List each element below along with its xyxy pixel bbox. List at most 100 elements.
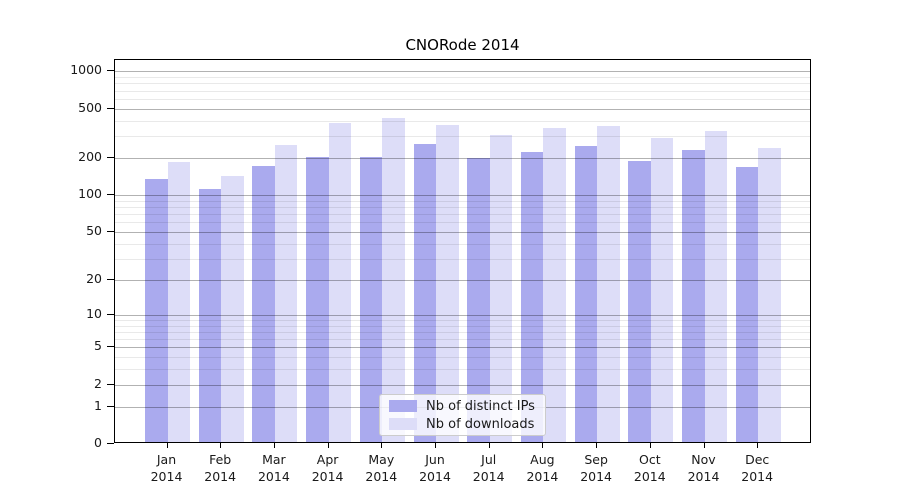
major-gridline xyxy=(115,384,810,386)
major-gridline xyxy=(115,195,810,197)
major-gridline xyxy=(115,157,810,159)
bar-downloads-aug xyxy=(543,127,566,442)
bar-ips-jun xyxy=(413,144,436,442)
legend-item-downloads: Nb of downloads xyxy=(389,417,536,432)
bar-ips-sep xyxy=(574,145,598,442)
x-axis-tick xyxy=(220,443,222,448)
minor-gridline xyxy=(115,83,810,85)
y-axis-tick-label: 20 xyxy=(86,270,102,286)
bar-downloads-apr xyxy=(328,122,352,442)
x-axis-tick-label: Jul 2014 xyxy=(472,452,505,484)
x-axis-tick-label: Jun 2014 xyxy=(419,452,451,484)
x-axis-tick-label: Nov 2014 xyxy=(687,452,720,484)
legend-label-ips: Nb of distinct IPs xyxy=(426,398,535,414)
x-axis-tick xyxy=(703,443,705,448)
y-axis-tick xyxy=(107,405,114,407)
y-axis-tick-label: 0 xyxy=(94,435,102,450)
x-axis-tick-label: May 2014 xyxy=(365,452,398,484)
y-axis-tick xyxy=(107,278,114,280)
y-axis-tick xyxy=(107,230,114,232)
x-axis-tick xyxy=(542,443,544,448)
bar-ips-jan xyxy=(145,179,168,442)
minor-gridline xyxy=(115,339,810,340)
y-axis-tick xyxy=(107,194,114,196)
y-axis-tick xyxy=(107,443,114,444)
bar-ips-apr xyxy=(306,157,329,442)
bar-ips-mar xyxy=(252,166,275,442)
x-axis-tick xyxy=(327,443,329,448)
x-axis-tick xyxy=(273,443,275,448)
bar-downloads-oct xyxy=(650,137,674,442)
y-axis-tick-label: 200 xyxy=(78,148,102,164)
major-gridline xyxy=(115,71,810,73)
x-axis-tick-label: Jan 2014 xyxy=(150,452,183,484)
bar-downloads-feb xyxy=(221,175,244,442)
minor-gridline xyxy=(115,200,810,202)
minor-gridline xyxy=(115,207,810,208)
y-axis-tick-label: 100 xyxy=(78,186,102,202)
x-axis-tick-label: Mar 2014 xyxy=(257,452,290,484)
major-gridline xyxy=(115,108,810,110)
y-axis-tick xyxy=(107,107,114,109)
major-gridline xyxy=(115,231,810,233)
minor-gridline xyxy=(115,357,810,359)
bar-downloads-mar xyxy=(274,145,298,442)
bar-ips-nov xyxy=(682,150,705,442)
y-axis-tick-label: 5 xyxy=(94,338,102,354)
y-axis-tick xyxy=(107,70,114,72)
y-axis-tick xyxy=(107,156,114,158)
x-axis-tick-label: Sep 2014 xyxy=(580,452,612,484)
x-axis-tick-label: Apr 2014 xyxy=(311,452,344,484)
legend-item-distinct-ips: Nb of distinct IPs xyxy=(389,399,536,414)
minor-gridline xyxy=(115,369,810,371)
minor-gridline xyxy=(115,77,810,78)
minor-gridline xyxy=(115,214,810,216)
minor-gridline xyxy=(115,325,810,327)
major-gridline xyxy=(115,314,810,316)
x-axis-tick-label: Oct 2014 xyxy=(633,452,666,484)
minor-gridline xyxy=(115,136,810,138)
legend: Nb of distinct IPs Nb of downloads xyxy=(379,394,546,436)
y-axis-tick-label: 50 xyxy=(86,222,102,238)
x-axis-tick xyxy=(596,443,598,448)
bar-downloads-jan xyxy=(167,161,190,442)
bar-downloads-sep xyxy=(597,126,620,442)
minor-gridline xyxy=(115,258,810,260)
y-axis-tick-label: 500 xyxy=(78,99,102,115)
x-axis-tick xyxy=(435,443,436,448)
minor-gridline xyxy=(115,319,810,321)
bar-ips-may xyxy=(359,156,383,442)
bar-downloads-jul xyxy=(489,134,513,442)
x-axis-tick xyxy=(381,443,383,448)
legend-swatch-downloads xyxy=(389,418,417,430)
bar-downloads-jun xyxy=(436,125,459,442)
x-axis-tick xyxy=(757,443,759,448)
y-axis-tick xyxy=(107,383,114,385)
x-axis-tick xyxy=(649,443,651,448)
y-axis-tick-label: 1000 xyxy=(70,62,102,78)
minor-gridline xyxy=(115,222,810,224)
minor-gridline xyxy=(115,90,810,92)
bar-ips-oct xyxy=(628,161,651,442)
chart-title: CNORode 2014 xyxy=(405,36,520,54)
major-gridline xyxy=(115,347,810,349)
bar-ips-feb xyxy=(198,189,222,442)
bar-ips-aug xyxy=(520,151,544,442)
x-axis-tick-label: Dec 2014 xyxy=(741,452,774,484)
minor-gridline xyxy=(115,120,810,122)
plot-area xyxy=(114,59,811,443)
minor-gridline xyxy=(115,98,810,100)
y-axis-tick-label: 10 xyxy=(86,305,102,321)
y-axis-tick xyxy=(107,346,114,348)
legend-label-downloads: Nb of downloads xyxy=(426,416,535,432)
bar-ips-dec xyxy=(735,166,759,442)
x-axis-tick xyxy=(488,443,490,448)
bar-downloads-nov xyxy=(704,130,727,442)
minor-gridline xyxy=(115,331,810,333)
major-gridline xyxy=(115,279,810,281)
y-axis-tick xyxy=(107,313,114,315)
bar-downloads-may xyxy=(382,117,405,442)
x-axis-tick-label: Aug 2014 xyxy=(526,452,559,484)
x-axis-tick xyxy=(166,443,168,448)
